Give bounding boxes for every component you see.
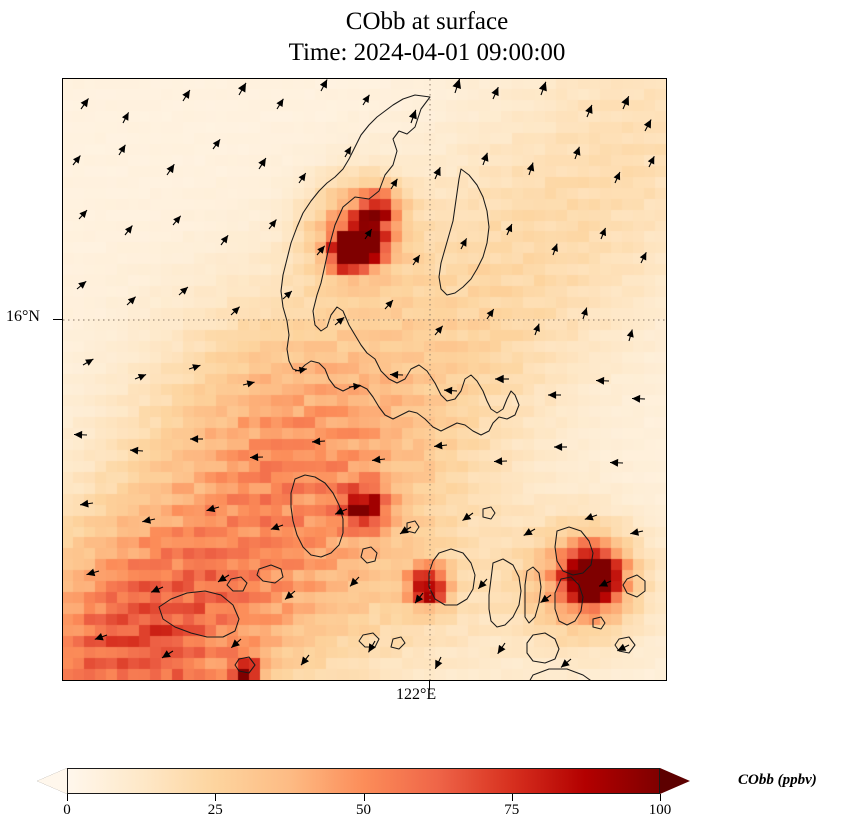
y-axis-tick-label: 16°N — [6, 308, 40, 325]
colorbar-tick — [363, 794, 365, 801]
x-axis-tickmark — [429, 681, 431, 690]
coastline-layer — [158, 94, 646, 680]
title-timestamp: Time: 2024-04-01 09:00:00 — [288, 39, 566, 66]
colorbar-tick-label: 75 — [504, 802, 520, 818]
colorbar-tick — [511, 794, 513, 801]
colorbar-tick-axis: 0 25 50 75 100 — [0, 794, 854, 824]
colorbar-tick-label: 50 — [356, 802, 371, 818]
page-title: CObb at surface — [345, 8, 509, 35]
colorbar-tick — [215, 794, 217, 801]
title-block: CObb at surface Time: 2024-04-01 09:00:0… — [0, 6, 854, 68]
y-axis-tickmark — [53, 319, 62, 321]
colorbar-tick — [660, 794, 662, 801]
colorbar-label: CObb (ppbv) — [738, 772, 817, 788]
colorbar-tick-label: 0 — [63, 802, 71, 818]
colorbar-extend-max-arrow — [660, 768, 690, 794]
colorbar[interactable]: 0 25 50 75 100 CObb (ppbv) — [0, 760, 854, 830]
colorbar-tick-label: 100 — [648, 802, 672, 818]
colorbar-gradient-bar — [67, 768, 660, 794]
concentration-field — [63, 79, 666, 680]
x-axis-tick-label: 122°E — [396, 686, 437, 703]
map-panel[interactable] — [62, 78, 667, 681]
wind-vector-layer — [72, 79, 655, 669]
graticule-layer — [63, 79, 666, 680]
colorbar-tick-label: 25 — [207, 802, 223, 818]
colorbar-extend-min-arrow — [37, 768, 67, 794]
colorbar-tick — [67, 794, 69, 801]
